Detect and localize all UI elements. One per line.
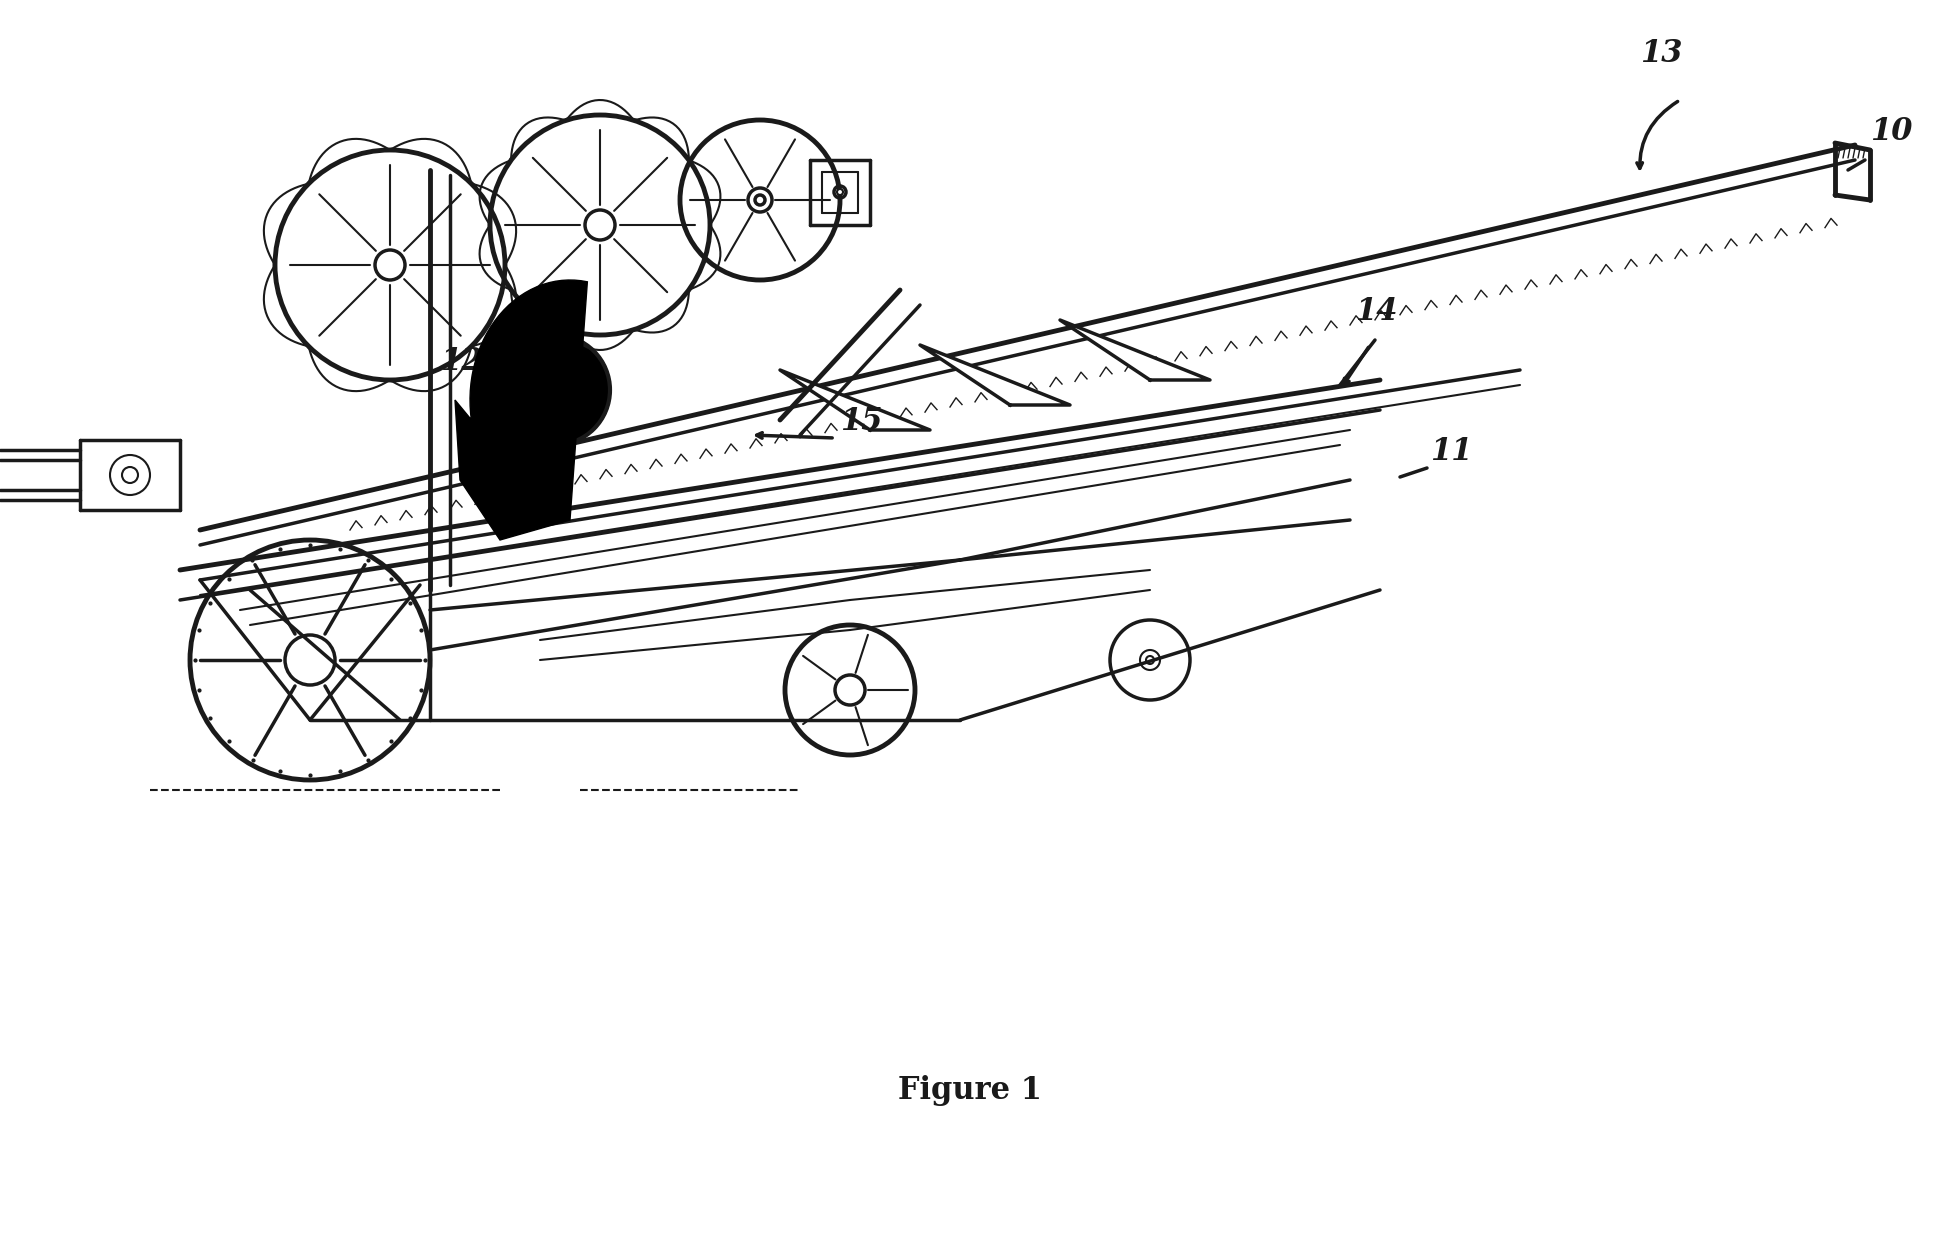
Text: 11: 11: [1429, 436, 1472, 466]
Polygon shape: [1061, 320, 1210, 380]
Polygon shape: [779, 370, 931, 429]
Text: Figure 1: Figure 1: [898, 1075, 1041, 1106]
Circle shape: [535, 370, 576, 410]
Text: 10: 10: [1869, 116, 1912, 147]
Circle shape: [500, 334, 611, 445]
Polygon shape: [456, 280, 588, 540]
Text: 13: 13: [1640, 38, 1683, 69]
Circle shape: [754, 195, 766, 205]
Text: 15: 15: [840, 406, 882, 437]
Text: 14: 14: [1355, 296, 1398, 327]
Polygon shape: [919, 346, 1070, 405]
Circle shape: [838, 189, 843, 195]
Circle shape: [1146, 656, 1154, 664]
Text: 12: 12: [440, 346, 483, 378]
